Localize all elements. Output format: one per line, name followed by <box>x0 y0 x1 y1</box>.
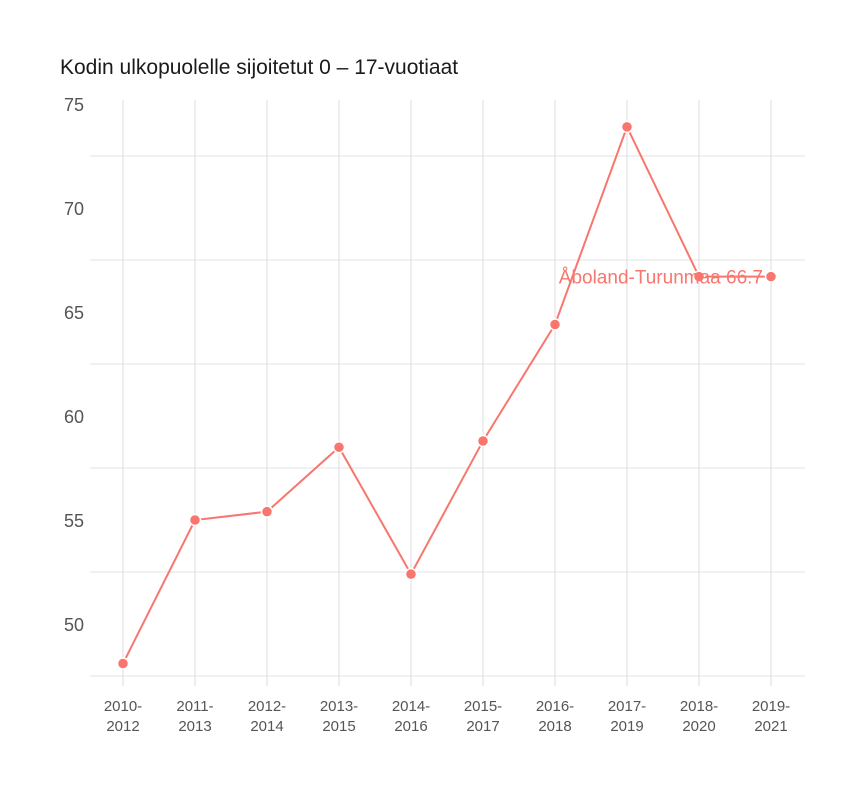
x-tick-label: 2011-2013 <box>176 698 213 735</box>
series-line <box>116 120 778 670</box>
y-tick-label: 60 <box>64 407 84 427</box>
data-point[interactable] <box>620 120 634 134</box>
x-axis: 2010-2012 2011-2013 2012-2014 2013-2015 2014… <box>104 698 790 735</box>
grid-lines <box>90 100 805 686</box>
x-tick-label: 2012-2014 <box>248 698 286 735</box>
x-tick-label: 2019-2021 <box>752 698 790 735</box>
series-path <box>122 124 771 664</box>
data-point[interactable] <box>548 318 562 331</box>
x-tick-label: 2013-2015 <box>320 698 358 735</box>
chart-title: Kodin ulkopuolelle sijoitetut 0 – 17-vuo… <box>60 56 459 79</box>
series-end-label: Åboland-Turunmaa 66.7 <box>559 268 763 289</box>
y-tick-label: 50 <box>64 615 84 635</box>
x-tick-label: 2017-2019 <box>608 698 646 735</box>
data-point[interactable] <box>404 567 418 581</box>
data-point[interactable] <box>692 270 706 283</box>
y-tick-label: 75 <box>64 95 84 115</box>
y-tick-label: 70 <box>64 199 84 219</box>
end-label: Åboland-Turunmaa 66.7 <box>559 268 763 289</box>
data-point[interactable] <box>332 440 346 454</box>
x-tick-label: 2018-2020 <box>680 698 718 735</box>
x-tick-label: 2016-2018 <box>536 698 574 735</box>
y-axis: 50 55 60 65 70 75 <box>64 95 84 635</box>
x-tick-label: 2014-2016 <box>392 698 430 735</box>
data-point[interactable] <box>116 657 130 670</box>
x-tick-label: 2015-2017 <box>464 698 502 735</box>
data-point[interactable] <box>476 434 490 448</box>
data-point[interactable] <box>764 270 778 283</box>
data-point[interactable] <box>188 513 202 527</box>
y-tick-label: 65 <box>64 303 84 323</box>
data-point[interactable] <box>260 505 274 518</box>
y-tick-label: 55 <box>64 511 84 531</box>
x-tick-label: 2010-2012 <box>104 698 142 735</box>
